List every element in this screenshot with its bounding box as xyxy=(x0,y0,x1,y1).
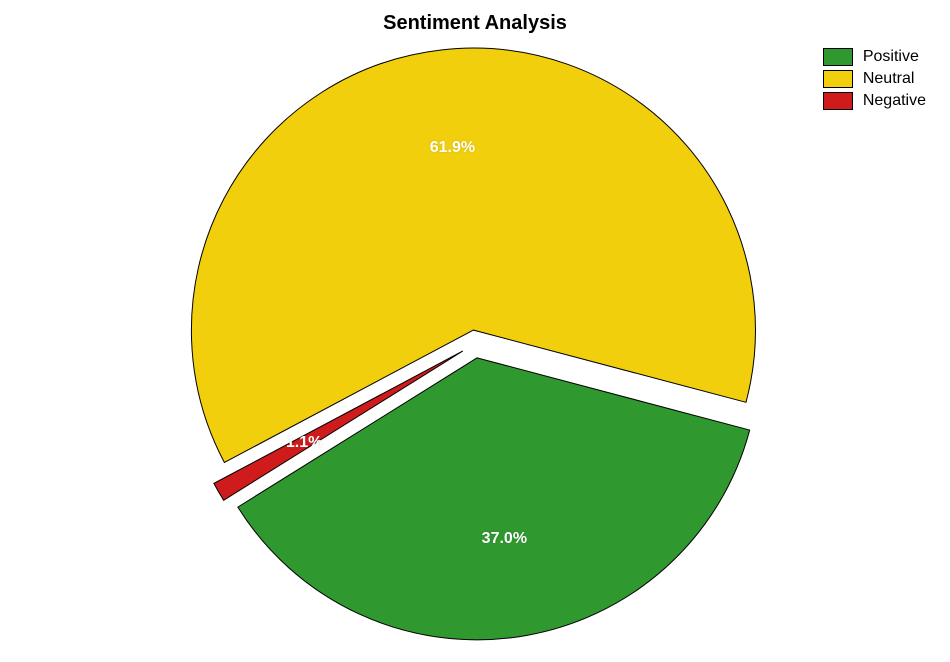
slice-label-positive: 37.0% xyxy=(482,530,527,548)
slice-label-neutral: 61.9% xyxy=(430,139,475,157)
legend-swatch-neutral xyxy=(823,70,853,88)
legend-item-neutral: Neutral xyxy=(823,70,926,88)
pie-svg xyxy=(0,0,950,662)
legend-label-negative: Negative xyxy=(863,92,926,110)
slice-label-negative: 1.1% xyxy=(286,434,322,452)
legend: Positive Neutral Negative xyxy=(823,48,926,114)
legend-item-positive: Positive xyxy=(823,48,926,66)
legend-label-positive: Positive xyxy=(863,48,919,66)
legend-swatch-positive xyxy=(823,48,853,66)
sentiment-pie-chart: Sentiment Analysis 61.9%37.0%1.1% Positi… xyxy=(0,0,950,662)
legend-swatch-negative xyxy=(823,92,853,110)
legend-label-neutral: Neutral xyxy=(863,70,915,88)
legend-item-negative: Negative xyxy=(823,92,926,110)
